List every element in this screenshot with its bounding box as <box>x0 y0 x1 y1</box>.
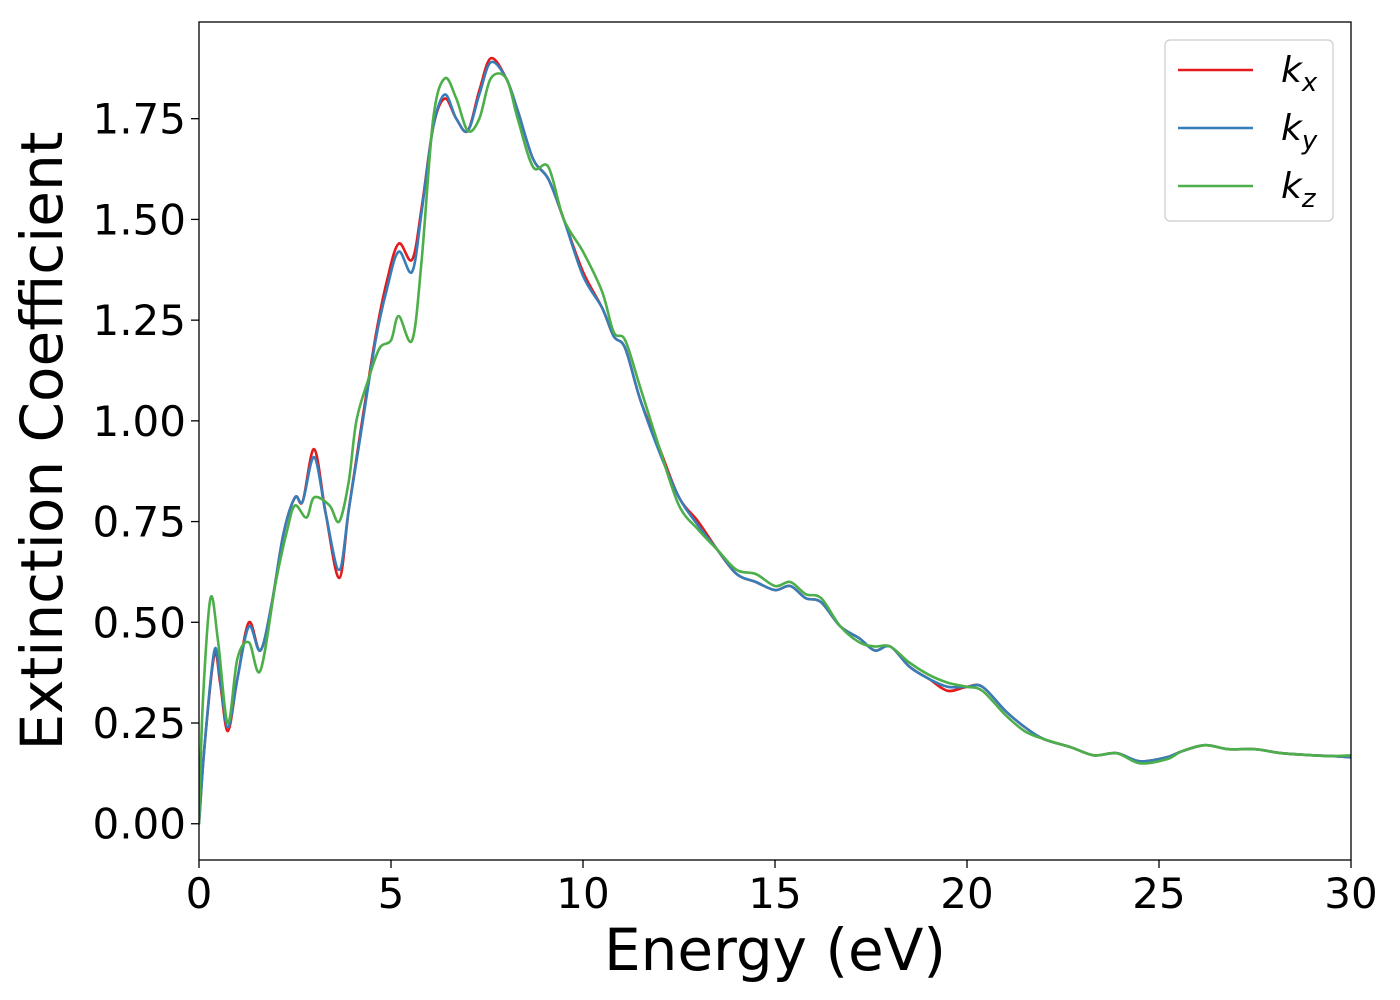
legend-label-x: kx <box>1281 50 1318 98</box>
x-tick-label: 15 <box>748 869 801 918</box>
legend: kx ky kz <box>1164 39 1334 222</box>
x-tick-label: 10 <box>556 869 609 918</box>
y-tick-label: 1.00 <box>92 397 186 446</box>
y-tick-label: 1.50 <box>92 195 186 244</box>
legend-label-z: kz <box>1281 166 1317 214</box>
y-tick-label: 0.50 <box>92 598 186 647</box>
x-tick-label: 5 <box>378 869 405 918</box>
y-tick-label: 0.00 <box>92 800 186 849</box>
x-tick-label: 25 <box>1132 869 1185 918</box>
legend-box <box>1164 39 1334 222</box>
y-tick-label: 0.25 <box>92 699 186 748</box>
x-tick-label: 20 <box>940 869 993 918</box>
y-tick-label: 1.75 <box>92 95 186 144</box>
y-tick-label: 1.25 <box>92 296 186 345</box>
x-axis: 0 5 10 15 20 25 30 <box>186 860 1378 918</box>
x-tick-label: 30 <box>1324 869 1377 918</box>
legend-label-y: ky <box>1281 108 1318 156</box>
y-axis: 0.00 0.25 0.50 0.75 1.00 1.25 1.50 1.75 <box>92 95 199 849</box>
y-axis-title: Extinction Coefficient <box>8 132 76 751</box>
series-layer <box>199 56 1351 825</box>
y-tick-label: 0.75 <box>92 498 186 547</box>
x-axis-title: Energy (eV) <box>604 916 946 984</box>
series-line-z <box>199 72 1351 825</box>
x-tick-label: 0 <box>186 869 213 918</box>
